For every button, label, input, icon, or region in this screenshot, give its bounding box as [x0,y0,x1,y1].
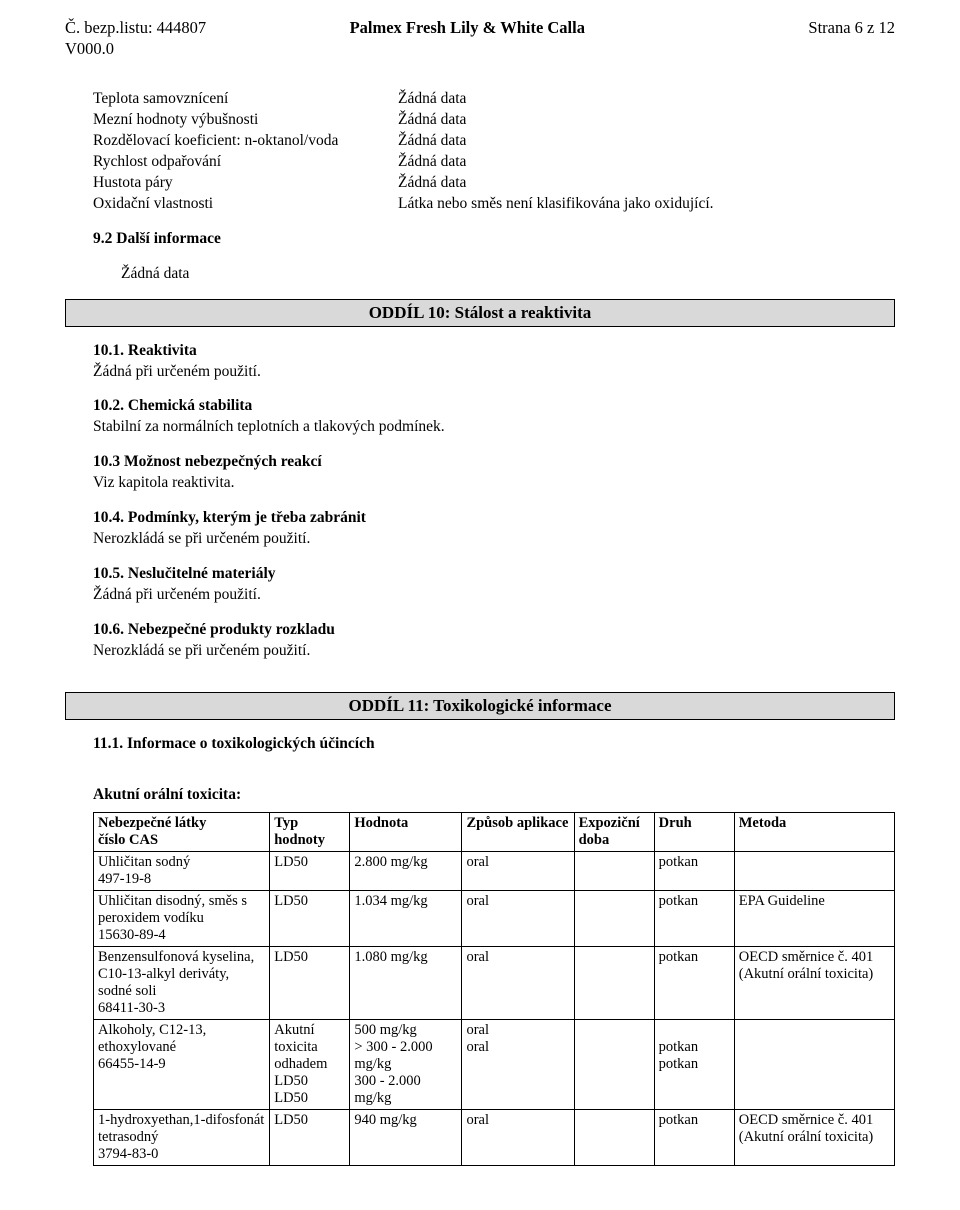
property-value: Žádná data [398,173,895,194]
table-cell: oral [462,946,574,1019]
table-cell: LD50 [270,1109,350,1165]
section10-item-body: Žádná při určeném použití. [93,362,895,383]
property-label: Oxidační vlastnosti [93,194,398,215]
table-cell: Akutní toxicita odhademLD50LD50 [270,1019,350,1109]
property-value: Žádná data [398,110,895,131]
section10-body: 10.1. ReaktivitaŽádná při určeném použit… [93,341,895,662]
table-header-cell: Expoziční doba [574,812,654,851]
table-cell: potkanpotkan [654,1019,734,1109]
property-value: Žádná data [398,89,895,110]
table-cell: 1.034 mg/kg [350,890,462,946]
property-row: Hustota páryŽádná data [93,173,895,194]
table-header-cell: Typ hodnoty [270,812,350,851]
table-cell: potkan [654,1109,734,1165]
section10-item-body: Nerozkládá se při určeném použití. [93,641,895,662]
docno-label: Č. bezp.listu: [65,18,153,37]
table-cell: oraloral [462,1019,574,1109]
section10-item-head: 10.6. Nebezpečné produkty rozkladu [93,620,895,641]
toxicity-table: Nebezpečné látkyčíslo CASTyp hodnotyHodn… [93,812,895,1166]
table-row: Uhličitan disodný, směs s peroxidem vodí… [94,890,895,946]
property-label: Hustota páry [93,173,398,194]
table-cell [574,851,654,890]
toxicity-table-title: Akutní orální toxicita: [93,785,895,806]
header-left: Č. bezp.listu: 444807 V000.0 [65,18,206,59]
properties-block: Teplota samovzníceníŽádná dataMezní hodn… [93,89,895,215]
property-label: Mezní hodnoty výbušnosti [93,110,398,131]
property-row: Rychlost odpařováníŽádná data [93,152,895,173]
section10-item-head: 10.2. Chemická stabilita [93,396,895,417]
section10-item-body: Viz kapitola reaktivita. [93,473,895,494]
table-cell: oral [462,851,574,890]
table-row: Benzensulfonová kyselina, C10-13-alkyl d… [94,946,895,1019]
property-value: Látka nebo směs není klasifikována jako … [398,194,895,215]
property-row: Rozdělovací koeficient: n-oktanol/vodaŽá… [93,131,895,152]
table-cell: OECD směrnice č. 401 (Akutní orální toxi… [734,1109,894,1165]
page-number: Strana 6 z 12 [808,18,895,39]
table-cell: Uhličitan disodný, směs s peroxidem vodí… [94,890,270,946]
table-cell [574,946,654,1019]
table-cell: potkan [654,946,734,1019]
table-cell: potkan [654,851,734,890]
table-header-row: Nebezpečné látkyčíslo CASTyp hodnotyHodn… [94,812,895,851]
table-header-cell: Metoda [734,812,894,851]
table-cell: LD50 [270,851,350,890]
header-title: Palmex Fresh Lily & White Calla [206,18,808,39]
table-cell: potkan [654,890,734,946]
subinfo-block: 9.2 Další informace Žádná data [93,229,895,285]
table-cell: LD50 [270,946,350,1019]
section10-header: ODDÍL 10: Stálost a reaktivita [65,299,895,327]
property-row: Teplota samovzníceníŽádná data [93,89,895,110]
table-cell [574,1109,654,1165]
table-header-cell: Hodnota [350,812,462,851]
doc-version: V000.0 [65,39,114,58]
table-cell: oral [462,1109,574,1165]
table-cell [574,890,654,946]
table-row: Alkoholy, C12-13, ethoxylované66455-14-9… [94,1019,895,1109]
table-cell: Uhličitan sodný497-19-8 [94,851,270,890]
section10-item-head: 10.1. Reaktivita [93,341,895,362]
table-header-cell: Druh [654,812,734,851]
property-row: Mezní hodnoty výbušnostiŽádná data [93,110,895,131]
section11-subhead: 11.1. Informace o toxikologických účincí… [93,734,895,755]
property-label: Teplota samovznícení [93,89,398,110]
property-label: Rozdělovací koeficient: n-oktanol/voda [93,131,398,152]
table-cell: 2.800 mg/kg [350,851,462,890]
section10-item-head: 10.5. Neslučitelné materiály [93,564,895,585]
table-cell: Alkoholy, C12-13, ethoxylované66455-14-9 [94,1019,270,1109]
subinfo-value: Žádná data [121,264,895,285]
table-cell: EPA Guideline [734,890,894,946]
section10-item-head: 10.4. Podmínky, kterým je třeba zabránit [93,508,895,529]
table-cell [574,1019,654,1109]
table-cell: 500 mg/kg> 300 - 2.000 mg/kg300 - 2.000 … [350,1019,462,1109]
section10-item-body: Žádná při určeném použití. [93,585,895,606]
section10-item-body: Stabilní za normálních teplotních a tlak… [93,417,895,438]
table-cell: Benzensulfonová kyselina, C10-13-alkyl d… [94,946,270,1019]
property-value: Žádná data [398,131,895,152]
table-row: 1-hydroxyethan,1-difosfonát tetrasodný37… [94,1109,895,1165]
table-cell: 940 mg/kg [350,1109,462,1165]
subinfo-heading: 9.2 Další informace [93,229,895,250]
table-cell: oral [462,890,574,946]
table-cell [734,851,894,890]
table-cell: OECD směrnice č. 401 (Akutní orální toxi… [734,946,894,1019]
table-cell: 1-hydroxyethan,1-difosfonát tetrasodný37… [94,1109,270,1165]
property-value: Žádná data [398,152,895,173]
table-header-cell: Způsob aplikace [462,812,574,851]
toxicity-table-wrapper: Nebezpečné látkyčíslo CASTyp hodnotyHodn… [93,812,895,1166]
docno-value: 444807 [157,18,207,37]
section10-item-head: 10.3 Možnost nebezpečných reakcí [93,452,895,473]
property-label: Rychlost odpařování [93,152,398,173]
property-row: Oxidační vlastnostiLátka nebo směs není … [93,194,895,215]
table-cell: LD50 [270,890,350,946]
page-header: Č. bezp.listu: 444807 V000.0 Palmex Fres… [65,18,895,59]
section11-header: ODDÍL 11: Toxikologické informace [65,692,895,720]
table-cell [734,1019,894,1109]
table-row: Uhličitan sodný497-19-8LD502.800 mg/kgor… [94,851,895,890]
page: Č. bezp.listu: 444807 V000.0 Palmex Fres… [0,0,960,1210]
table-header-cell: Nebezpečné látkyčíslo CAS [94,812,270,851]
section10-item-body: Nerozkládá se při určeném použití. [93,529,895,550]
table-cell: 1.080 mg/kg [350,946,462,1019]
